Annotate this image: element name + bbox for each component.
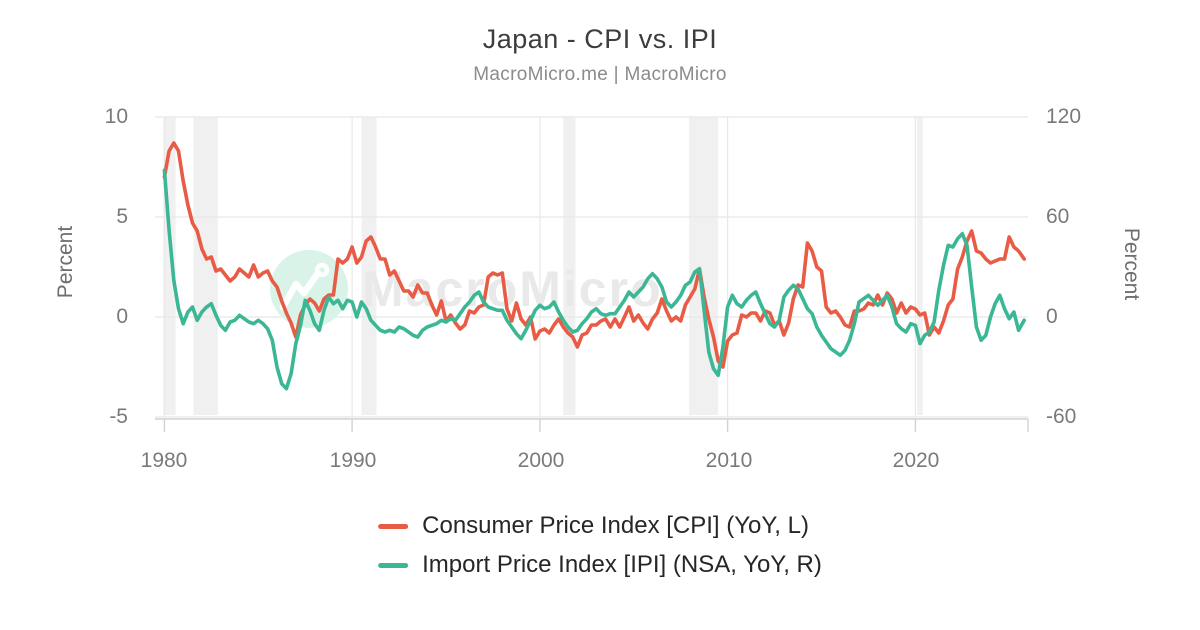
right-axis-tick-0: 0: [1046, 305, 1058, 328]
x-axis-tick-2000: 2000: [517, 449, 565, 472]
right-axis-tick-neg60: -60: [1046, 405, 1077, 428]
right-axis-tick-120: 120: [1046, 105, 1082, 128]
legend-label-ipi: Import Price Index [IPI] (NSA, YoY, R): [422, 551, 822, 578]
legend: Consumer Price Index [CPI] (YoY, L) Impo…: [378, 512, 822, 579]
left-axis-tick-10: 10: [104, 105, 128, 128]
watermark: MacroMicro: [270, 250, 663, 328]
right-axis-title: Percent: [1120, 227, 1143, 301]
x-axis-tick-1980: 1980: [140, 449, 188, 472]
legend-item-ipi[interactable]: Import Price Index [IPI] (NSA, YoY, R): [378, 551, 822, 579]
right-axis-tick-60: 60: [1046, 205, 1070, 228]
series-lines[interactable]: [162, 141, 1026, 391]
left-axis-tick-0: 0: [116, 305, 128, 328]
x-axis-tick-2010: 2010: [705, 449, 753, 472]
watermark-text: MacroMicro: [362, 261, 663, 317]
legend-item-cpi[interactable]: Consumer Price Index [CPI] (YoY, L): [378, 512, 809, 540]
legend-label-cpi: Consumer Price Index [CPI] (YoY, L): [422, 512, 809, 539]
chart-subtitle: MacroMicro.me | MacroMicro: [473, 64, 727, 85]
legend-swatch-cpi: [378, 523, 409, 529]
left-axis-tick-5: 5: [116, 205, 128, 228]
left-axis-tick-neg5: -5: [109, 405, 128, 428]
x-axis-tick-1990: 1990: [329, 449, 377, 472]
chart-title: Japan - CPI vs. IPI: [482, 24, 718, 54]
x-axis-tick-2020: 2020: [892, 449, 940, 472]
legend-swatch-ipi: [378, 562, 409, 568]
mountain-chart-logo-dot: [314, 262, 330, 278]
x-axis-line: [155, 418, 1029, 432]
left-axis-title: Percent: [54, 225, 77, 299]
mountain-chart-logo-icon: [279, 269, 322, 311]
